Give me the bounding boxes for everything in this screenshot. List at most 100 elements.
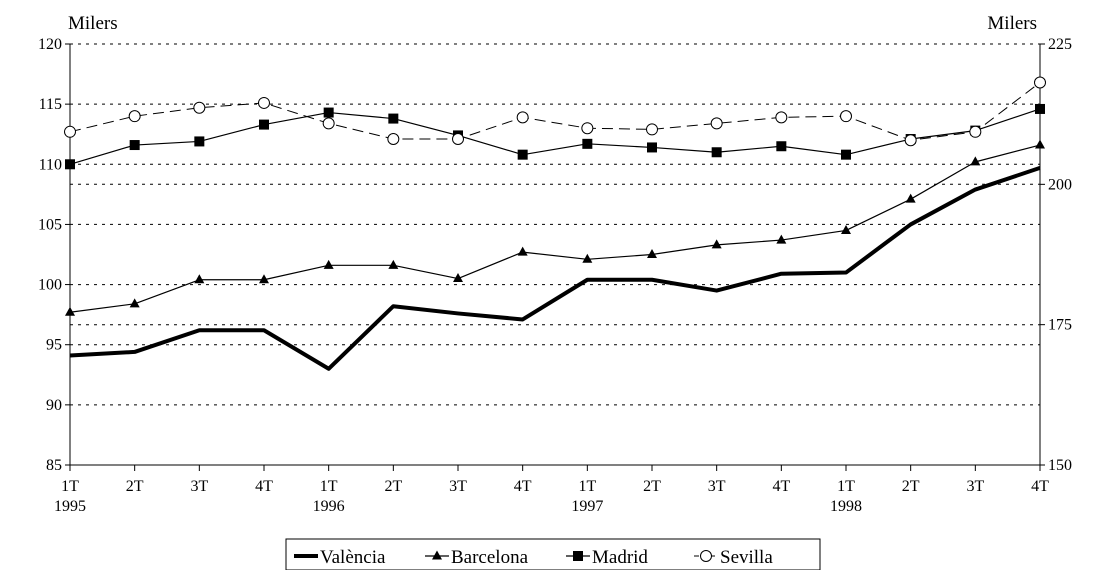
left-tick-label: 115 xyxy=(39,96,62,113)
left-tick-label: 85 xyxy=(46,457,62,474)
right-tick-label: 175 xyxy=(1048,317,1072,334)
right-tick-label: 150 xyxy=(1048,457,1072,474)
data-point xyxy=(323,107,334,118)
series-madrid xyxy=(65,103,1045,170)
data-point xyxy=(193,101,206,114)
legend: València Barcelona Madrid Sevilla xyxy=(285,538,821,570)
data-point xyxy=(582,138,593,149)
x-tick-label: 2T xyxy=(902,478,920,495)
data-point xyxy=(517,246,528,256)
x-tick-label: 4T xyxy=(772,478,790,495)
data-point xyxy=(970,156,981,166)
x-tick-label: 2T xyxy=(126,478,144,495)
data-point xyxy=(65,306,75,316)
legend-marker-icon xyxy=(700,550,712,562)
data-point xyxy=(128,110,141,123)
data-point xyxy=(776,234,787,244)
data-point xyxy=(581,122,594,135)
x-tick-label: 4T xyxy=(255,478,273,495)
data-point xyxy=(64,125,76,138)
left-axis-unit: Milers xyxy=(68,13,118,34)
data-point xyxy=(259,274,269,284)
series-line xyxy=(69,82,1041,141)
x-year-label: 1996 xyxy=(313,498,345,515)
data-point xyxy=(776,141,787,152)
legend-entry: València xyxy=(294,547,386,568)
data-point xyxy=(453,273,463,283)
data-point xyxy=(1034,76,1046,89)
right-axis-unit: Milers xyxy=(987,13,1037,34)
data-point xyxy=(323,259,334,269)
x-tick-label: 3T xyxy=(708,478,726,495)
x-tick-label: 1T xyxy=(837,478,855,495)
left-tick-label: 105 xyxy=(38,216,62,233)
grid-lines xyxy=(70,43,1040,406)
x-tick-label: 1T xyxy=(578,478,596,495)
data-point xyxy=(388,113,399,124)
x-year-label: 1998 xyxy=(830,498,862,515)
legend-label: València xyxy=(320,547,386,568)
data-point xyxy=(387,133,400,146)
data-point xyxy=(711,147,722,158)
x-tick-label: 3T xyxy=(966,478,984,495)
series-barcelona xyxy=(65,139,1045,316)
data-point xyxy=(711,239,722,249)
data-point xyxy=(969,125,982,138)
series-valncia xyxy=(69,165,1041,371)
data-point xyxy=(194,274,205,284)
data-point xyxy=(905,193,916,203)
left-tick-label: 120 xyxy=(38,36,62,53)
data-point xyxy=(322,117,335,130)
data-point xyxy=(129,140,140,151)
data-point xyxy=(129,298,140,308)
data-point xyxy=(582,253,593,263)
data-point xyxy=(646,123,658,136)
x-year-label: 1997 xyxy=(571,498,603,515)
left-tick-label: 110 xyxy=(39,156,62,173)
data-point xyxy=(841,224,851,234)
x-tick-label: 4T xyxy=(1031,478,1049,495)
data-point xyxy=(647,249,657,258)
x-tick-label: 4T xyxy=(514,478,532,495)
data-point xyxy=(904,134,917,147)
legend-box xyxy=(285,538,821,570)
x-year-label: 1995 xyxy=(54,498,86,515)
x-tick-label: 2T xyxy=(384,478,402,495)
series-line xyxy=(69,144,1041,313)
series-line xyxy=(69,165,1041,371)
x-tick-label: 3T xyxy=(449,478,467,495)
left-tick-label: 90 xyxy=(46,397,62,414)
data-point xyxy=(775,111,788,124)
legend-entry: Barcelona xyxy=(425,547,529,568)
data-point xyxy=(1035,103,1045,114)
data-point xyxy=(194,136,205,147)
right-tick-label: 225 xyxy=(1048,36,1072,53)
left-tick-label: 95 xyxy=(46,337,62,354)
data-point xyxy=(516,111,529,124)
x-tick-label: 2T xyxy=(643,478,661,495)
legend-label: Barcelona xyxy=(451,547,529,568)
x-tick-label: 3T xyxy=(190,478,208,495)
legend-marker-icon xyxy=(432,550,442,560)
left-tick-label: 100 xyxy=(38,277,62,294)
data-point xyxy=(840,110,852,123)
legend-label: Madrid xyxy=(592,547,648,568)
data-point xyxy=(647,142,657,153)
data-point xyxy=(452,133,464,146)
data-point xyxy=(517,149,528,160)
series-sevilla xyxy=(64,76,1046,147)
data-point xyxy=(1035,139,1045,149)
series-line xyxy=(69,108,1041,165)
data-point xyxy=(259,119,269,130)
right-tick-label: 200 xyxy=(1048,176,1072,193)
data-point xyxy=(65,159,75,170)
legend-label: Sevilla xyxy=(720,547,773,568)
x-tick-label: 1T xyxy=(61,478,79,495)
legend-entry: Sevilla xyxy=(694,547,773,568)
legend-marker-icon xyxy=(573,551,583,561)
data-point xyxy=(710,117,723,130)
x-tick-label: 1T xyxy=(320,478,338,495)
data-point xyxy=(388,259,399,269)
legend-entry: Madrid xyxy=(566,547,648,568)
